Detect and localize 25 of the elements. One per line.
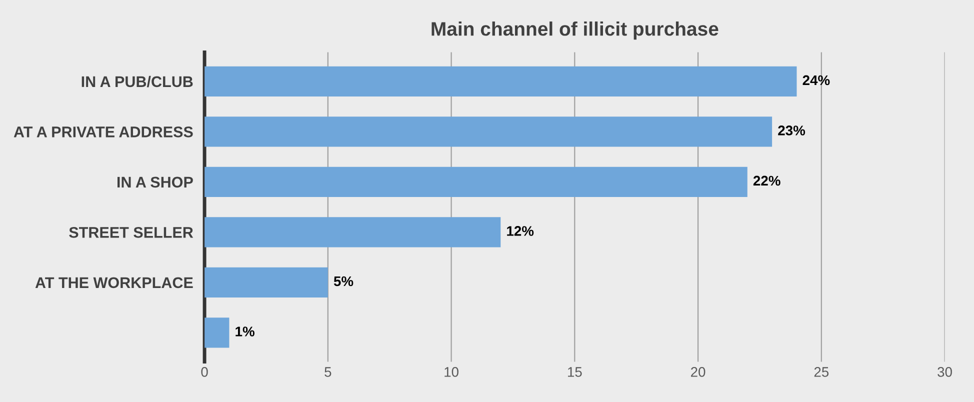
y-tick-label: IN A SHOP (118, 176, 193, 188)
bar (204, 116, 772, 147)
y-tick-label: AT A PRIVATE ADDRESS (14, 126, 193, 138)
data-label: 1% (236, 326, 254, 336)
data-label: 22% (753, 176, 780, 186)
x-tick-label: 15 (568, 367, 582, 377)
data-label: 24% (802, 75, 830, 86)
y-tick-label: AT THE WORKPLACE (35, 277, 193, 288)
bar (204, 318, 230, 348)
x-tick-label: 0 (201, 367, 208, 377)
bar (204, 267, 328, 298)
bar (204, 66, 797, 96)
data-label: 5% (334, 276, 354, 286)
bar (204, 217, 501, 248)
y-tick-label: STREET SELLER (69, 227, 194, 238)
x-tick-label: 25 (814, 367, 829, 377)
data-label: 12% (507, 226, 534, 236)
y-tick-label: IN A PUB/CLUB (82, 76, 193, 88)
chart-title: Main channel of illicit purchase (432, 22, 718, 40)
bar (204, 166, 748, 197)
data-label: 23% (778, 126, 806, 136)
x-tick-label: 5 (324, 367, 332, 377)
x-tick-label: 30 (938, 367, 952, 377)
x-tick-label: 20 (691, 367, 706, 377)
x-tick-label: 10 (444, 367, 458, 377)
